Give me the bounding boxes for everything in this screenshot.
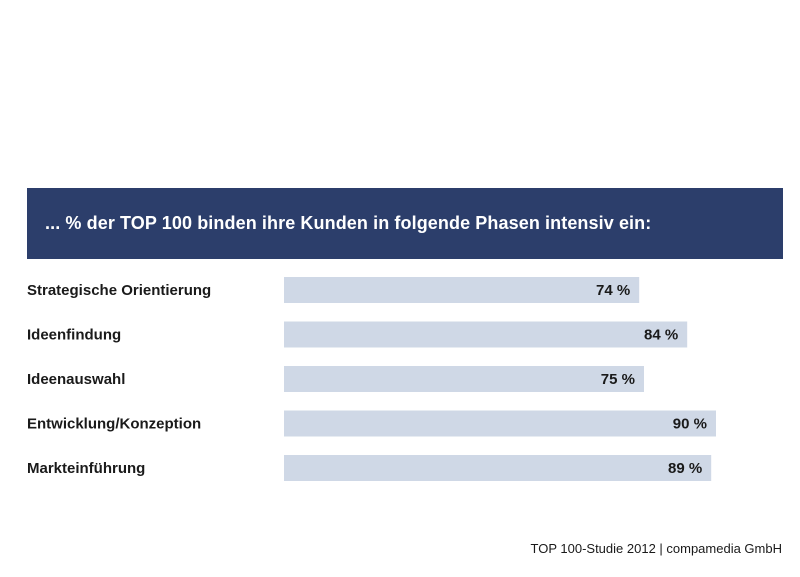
category-label: Ideenauswahl [27,371,125,388]
bar [284,366,644,392]
data-label: 84 % [644,327,678,344]
bar [284,455,712,481]
bar [284,410,716,437]
category-label: Strategische Orientierung [27,282,211,299]
category-label: Entwicklung/Konzeption [27,416,201,433]
source-footer: TOP 100-Studie 2012 | compamedia GmbH [530,541,782,556]
chart-title: ... % der TOP 100 binden ihre Kunden in … [45,213,652,233]
category-label: Ideenfindung [27,327,121,344]
data-label: 75 % [601,371,635,388]
chart-title-band: ... % der TOP 100 binden ihre Kunden in … [27,188,783,259]
data-label: 74 % [596,282,630,299]
data-label: 89 % [668,460,702,477]
bar [284,321,688,348]
category-label: Markteinführung [27,460,145,477]
data-label: 90 % [673,416,707,433]
bar [284,277,640,303]
